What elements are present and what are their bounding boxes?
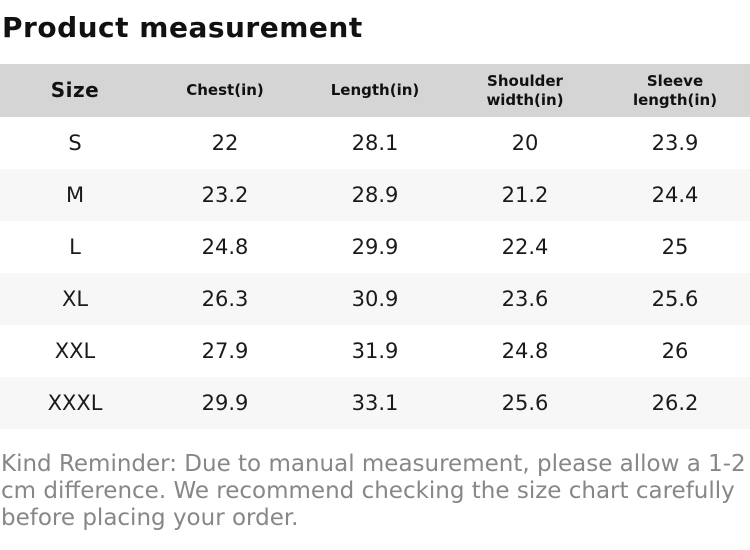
size-cell: M	[65, 183, 85, 207]
length-cell: 33.1	[351, 391, 399, 415]
table-row-s: S 22 28.1 20 23.9	[0, 117, 750, 169]
length-cell: 31.9	[351, 339, 399, 363]
length-cell: 29.9	[351, 235, 399, 259]
chest-cell: 29.9	[201, 391, 249, 415]
size-chart-header: Size Chest(in) Length(in) Shoulder width…	[0, 64, 750, 117]
chest-cell: 23.2	[201, 183, 249, 207]
table-row-m: M 23.2 28.9 21.2 24.4	[0, 169, 750, 221]
column-header-length: Length(in)	[330, 81, 420, 100]
column-header-chest: Chest(in)	[186, 81, 264, 100]
table-row-xxxl: XXXL 29.9 33.1 25.6 26.2	[0, 377, 750, 429]
table-row-xxl: XXL 27.9 31.9 24.8 26	[0, 325, 750, 377]
shoulder-cell: 23.6	[501, 287, 549, 311]
chest-cell: 26.3	[201, 287, 249, 311]
column-header-shoulder-width: Shoulder width(in)	[486, 71, 564, 109]
size-cell: S	[68, 131, 82, 155]
size-cell: XXXL	[47, 391, 103, 415]
shoulder-cell: 24.8	[501, 339, 549, 363]
size-cell: XL	[61, 287, 89, 311]
chest-cell: 22	[211, 131, 239, 155]
shoulder-cell: 22.4	[501, 235, 549, 259]
length-cell: 30.9	[351, 287, 399, 311]
sleeve-cell: 23.9	[651, 131, 699, 155]
sleeve-cell: 26	[661, 339, 689, 363]
shoulder-cell: 20	[511, 131, 539, 155]
sleeve-cell: 25.6	[651, 287, 699, 311]
size-cell: XXL	[54, 339, 96, 363]
shoulder-cell: 21.2	[501, 183, 549, 207]
page-title: Product measurement	[2, 11, 363, 44]
length-cell: 28.1	[351, 131, 399, 155]
length-cell: 28.9	[351, 183, 399, 207]
column-header-size: Size	[50, 78, 100, 102]
size-chart-body: S 22 28.1 20 23.9 M 23.2 28.9 21.2 24.4 …	[0, 117, 750, 429]
column-header-sleeve-length: Sleeve length(in)	[632, 71, 718, 109]
sleeve-cell: 25	[661, 235, 689, 259]
kind-reminder-note: Kind Reminder: Due to manual measurement…	[1, 451, 746, 531]
size-cell: L	[69, 235, 81, 259]
chest-cell: 24.8	[201, 235, 249, 259]
size-chart-table: Size Chest(in) Length(in) Shoulder width…	[0, 64, 750, 429]
header-row: Size Chest(in) Length(in) Shoulder width…	[0, 64, 750, 117]
sleeve-cell: 24.4	[651, 183, 699, 207]
chest-cell: 27.9	[201, 339, 249, 363]
table-row-l: L 24.8 29.9 22.4 25	[0, 221, 750, 273]
sleeve-cell: 26.2	[651, 391, 699, 415]
shoulder-cell: 25.6	[501, 391, 549, 415]
table-row-xl: XL 26.3 30.9 23.6 25.6	[0, 273, 750, 325]
